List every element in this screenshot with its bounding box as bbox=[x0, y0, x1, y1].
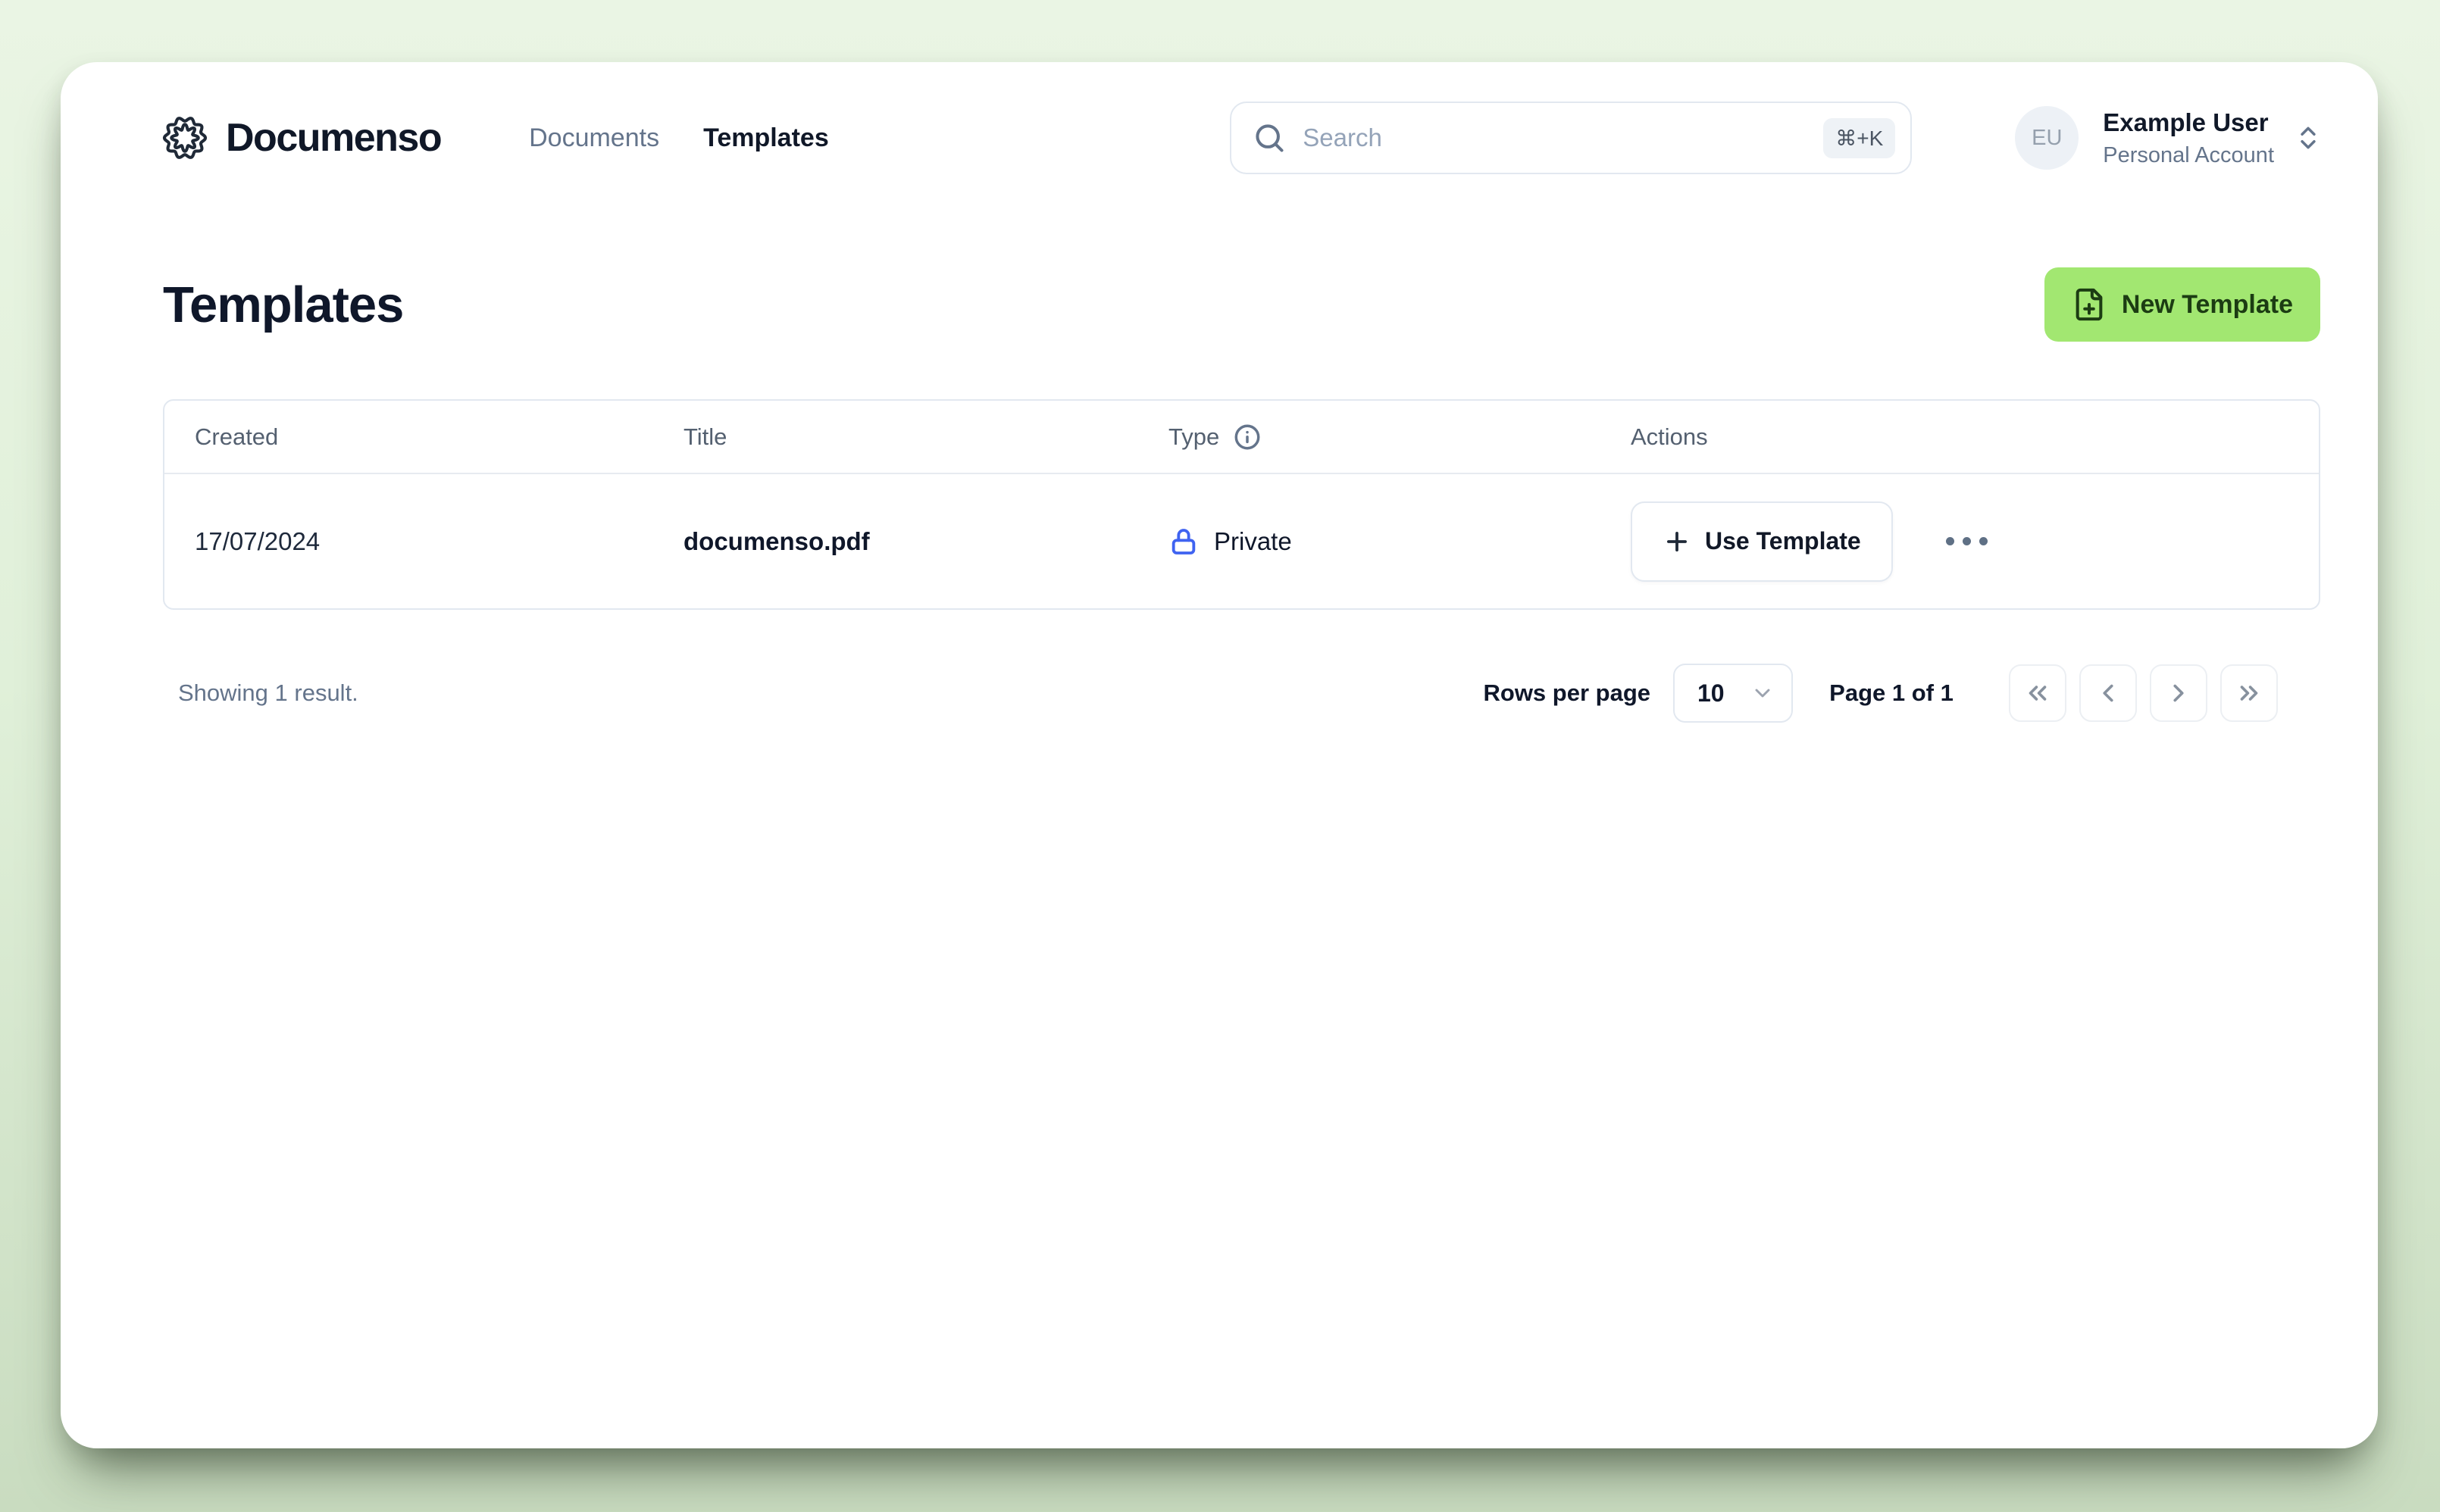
main-content: Templates New Template Created bbox=[61, 267, 2378, 731]
top-navbar: Documenso Documents Templates ⌘+K EU Exa… bbox=[61, 62, 2378, 214]
column-header-type: Type bbox=[1138, 423, 1600, 451]
use-template-label: Use Template bbox=[1705, 527, 1861, 555]
file-plus-icon bbox=[2076, 288, 2103, 321]
lock-icon bbox=[1172, 528, 1196, 555]
brand-logo[interactable]: Documenso bbox=[161, 114, 443, 162]
rows-per-page-value: 10 bbox=[1697, 679, 1725, 707]
templates-table: Created Title Type Actions bbox=[163, 399, 2320, 610]
info-icon[interactable] bbox=[1233, 423, 1262, 451]
user-name: Example User bbox=[2103, 108, 2269, 137]
cell-actions: Use Template bbox=[1600, 501, 2319, 582]
ellipsis-icon bbox=[1945, 537, 1954, 545]
search-icon bbox=[1256, 124, 1284, 152]
cell-title: documenso.pdf bbox=[684, 526, 870, 555]
results-count-text: Showing 1 result. bbox=[178, 679, 358, 706]
table-footer: Showing 1 result. Rows per page 10 Page … bbox=[163, 655, 2320, 731]
rows-per-page-label: Rows per page bbox=[1483, 679, 1651, 706]
documenso-seal-icon bbox=[162, 117, 208, 159]
chevrons-left-icon bbox=[2029, 686, 2047, 701]
next-page-button[interactable] bbox=[2150, 664, 2207, 722]
avatar: EU bbox=[2015, 106, 2079, 170]
plus-icon bbox=[1667, 531, 1687, 551]
rows-per-page-select[interactable]: 10 bbox=[1673, 664, 1793, 723]
column-header-title: Title bbox=[684, 423, 727, 450]
nav-item-documents[interactable]: Documents bbox=[529, 123, 660, 152]
chevron-down-icon bbox=[1755, 689, 1770, 698]
search-shortcut-badge: ⌘+K bbox=[1823, 117, 1896, 158]
search-bar[interactable]: ⌘+K bbox=[1230, 102, 1913, 174]
cell-created: 17/07/2024 bbox=[195, 526, 321, 555]
app-window: Documenso Documents Templates ⌘+K EU Exa… bbox=[61, 62, 2378, 1448]
column-header-actions: Actions bbox=[1631, 423, 1708, 450]
last-page-button[interactable] bbox=[2220, 664, 2278, 722]
user-account-menu[interactable]: EU Example User Personal Account bbox=[2015, 106, 2323, 170]
previous-page-button[interactable] bbox=[2079, 664, 2137, 722]
page-header: Templates New Template bbox=[163, 267, 2320, 342]
page-title: Templates bbox=[163, 276, 404, 333]
pagination-controls: Rows per page 10 Page 1 of 1 bbox=[1483, 664, 2278, 723]
row-menu-button[interactable] bbox=[1935, 526, 1998, 556]
chevrons-right-icon bbox=[2240, 686, 2258, 701]
page-indicator: Page 1 of 1 bbox=[1829, 679, 1954, 706]
pager-buttons bbox=[2009, 664, 2278, 722]
cell-type: Private bbox=[1138, 526, 1600, 557]
brand-name: Documenso bbox=[226, 116, 443, 160]
first-page-button[interactable] bbox=[2009, 664, 2066, 722]
user-info: Example User Personal Account bbox=[2103, 107, 2274, 169]
table-header-row: Created Title Type Actions bbox=[164, 401, 2319, 474]
column-header-created: Created bbox=[195, 423, 279, 450]
chevrons-up-down-icon bbox=[2301, 127, 2316, 149]
main-nav: Documents Templates bbox=[529, 123, 829, 153]
table-row: 17/07/2024 documenso.pdf Private bbox=[164, 474, 2319, 608]
chevron-right-icon bbox=[2173, 684, 2184, 702]
nav-item-templates[interactable]: Templates bbox=[703, 123, 829, 152]
search-input[interactable] bbox=[1303, 123, 1824, 152]
type-label: Private bbox=[1214, 526, 1292, 555]
chevron-left-icon bbox=[2103, 684, 2113, 702]
use-template-button[interactable]: Use Template bbox=[1631, 501, 1893, 582]
new-template-label: New Template bbox=[2121, 289, 2293, 319]
new-template-button[interactable]: New Template bbox=[2044, 267, 2320, 342]
user-account-type: Personal Account bbox=[2103, 142, 2274, 167]
